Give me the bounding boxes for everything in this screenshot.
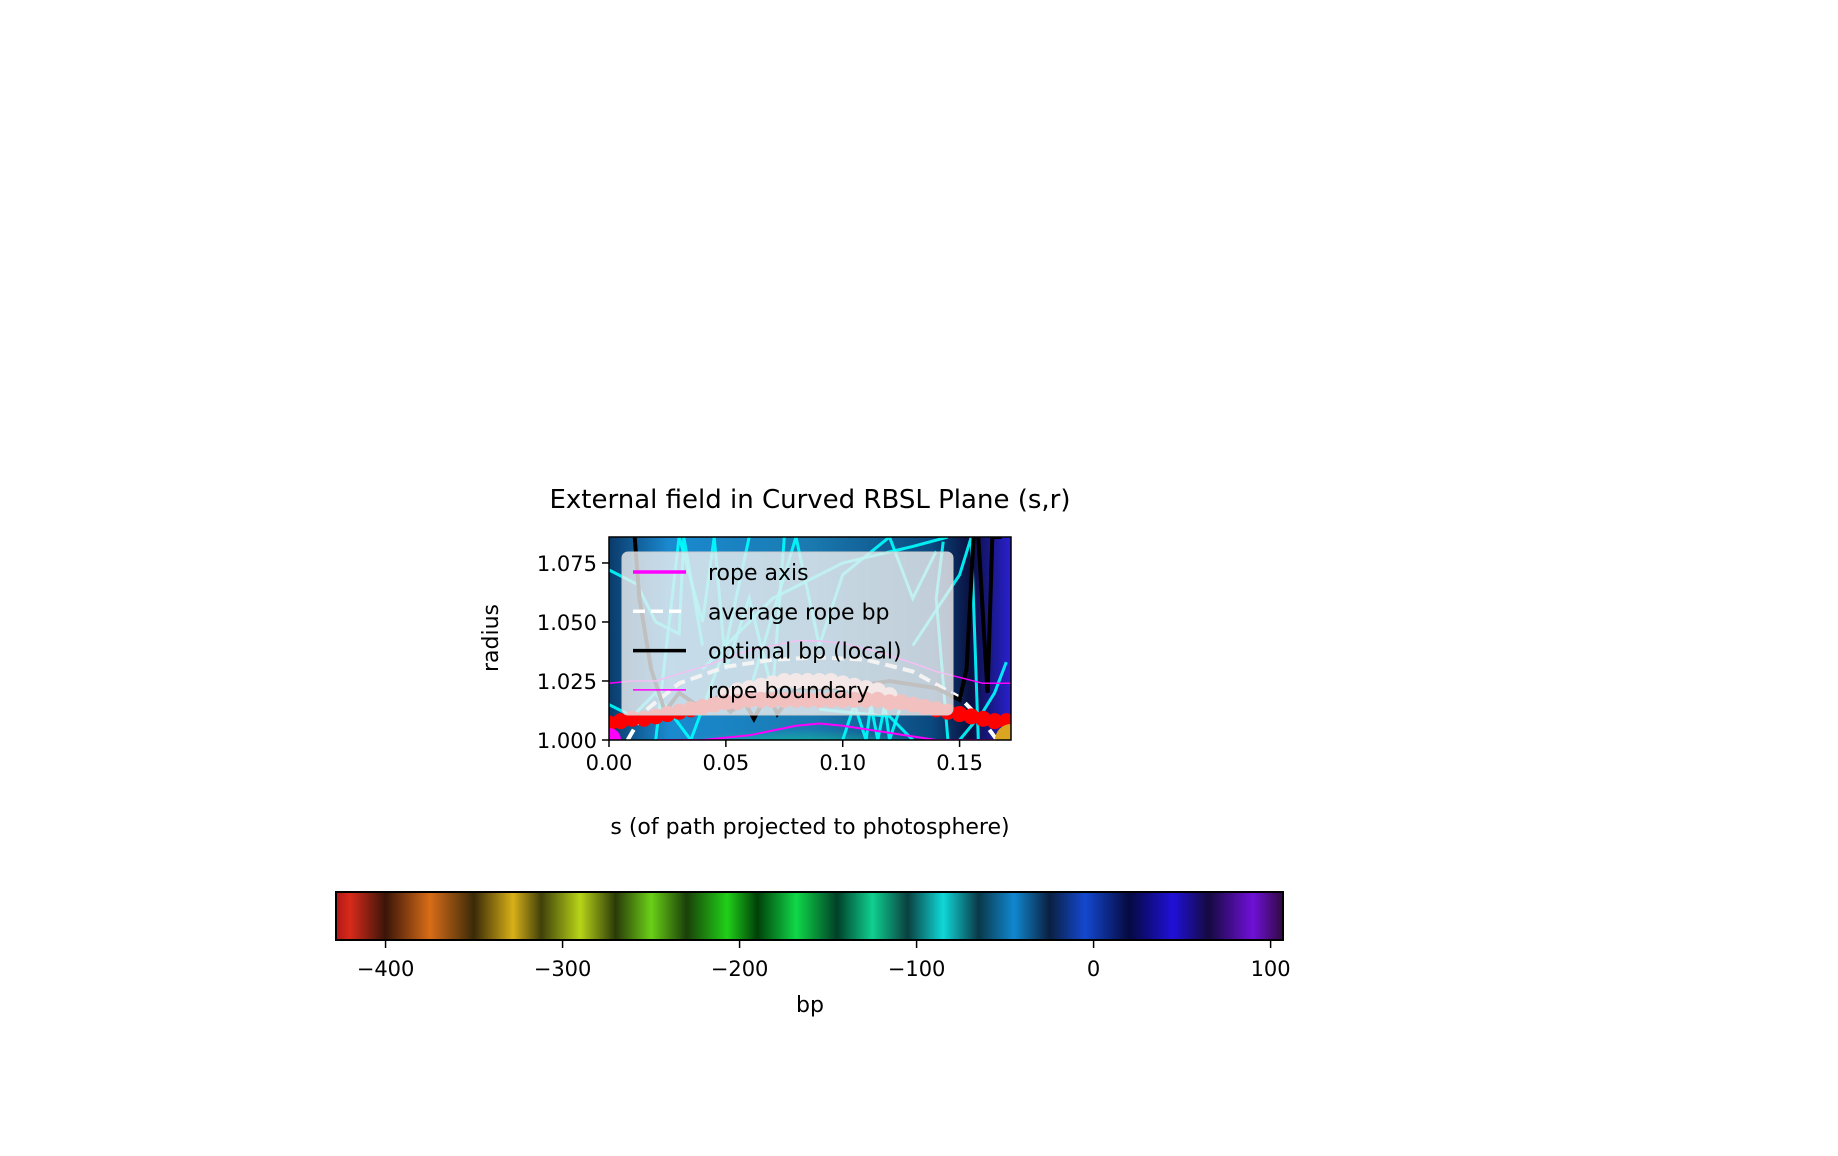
colorbar-tick-label: −400 [357,957,415,981]
rope-axis-line [655,722,1007,740]
y-axis-label: radius [479,604,504,672]
field-line [958,661,1008,740]
legend-label: optimal bp (local) [708,640,902,665]
legend-label: rope boundary [708,679,869,704]
legend-label: rope axis [708,561,809,586]
y-tick-label: 1.050 [537,611,597,635]
colorbar-tick-label: −200 [711,957,769,981]
end-marker [995,724,1011,740]
x-axis-label: s (of path projected to photosphere) [610,815,1009,840]
colorbar-tick-label: −100 [888,957,946,981]
y-tick-label: 1.000 [537,729,597,753]
x-tick-label: 0.10 [819,751,866,775]
colorbar-axis: −400 −300 −200 −100 0 100 [357,941,1291,981]
x-tick-label: 0.00 [586,751,633,775]
x-axis: 0.00 0.05 0.10 0.15 [586,740,983,775]
legend: rope axis average rope bp optimal bp (loca… [621,551,954,716]
start-marker [609,728,621,740]
axes-frame [608,536,1012,741]
red-point [986,713,1003,730]
y-tick-label: 1.025 [537,670,597,694]
x-tick-label: 0.05 [702,751,749,775]
y-tick-label: 1.075 [537,552,597,576]
colorbar-tick-label: −300 [534,957,592,981]
chart-title: External field in Curved RBSL Plane (s,r… [549,485,1070,515]
colorbar-tick-label: 100 [1251,957,1291,981]
x-tick-label: 0.15 [936,751,983,775]
colorbar [335,891,1284,941]
colorbar-tick-label: 0 [1087,957,1100,981]
y-axis: 1.000 1.025 1.050 1.075 [537,552,609,753]
legend-label: average rope bp [708,600,890,625]
legend-box [621,551,954,716]
colorbar-label: bp [796,993,824,1018]
